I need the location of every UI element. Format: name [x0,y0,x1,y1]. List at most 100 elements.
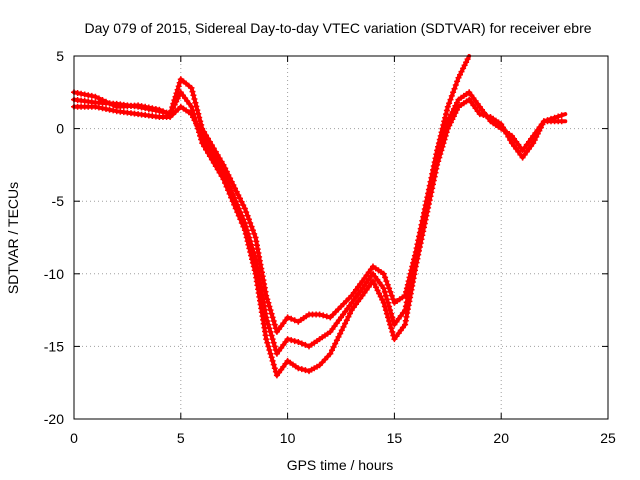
data-point [428,189,435,196]
y-tick-label: -5 [52,193,65,209]
data-point [323,313,330,320]
data-point [206,153,213,160]
data-point [295,339,302,345]
data-point [424,208,431,215]
data-point [417,240,424,247]
data-point [237,216,244,223]
data-point [192,118,199,125]
data-point [171,101,178,108]
data-point [503,130,510,137]
data-point [439,143,446,150]
data-point [447,96,454,103]
data-point [198,136,205,143]
data-point [387,288,394,295]
data-point [480,112,487,118]
data-point [370,278,376,285]
data-point [268,310,275,317]
data-point [174,86,181,93]
x-tick-label: 5 [177,430,185,446]
data-point [438,147,445,154]
data-point [548,115,554,122]
data-point [371,281,378,288]
y-tick-label: 0 [56,121,64,137]
data-point [452,82,459,88]
data-point [214,166,221,173]
data-point [205,150,211,156]
data-point [241,227,248,234]
data-point [249,256,255,263]
data-point [302,341,309,348]
data-point [389,328,396,335]
data-point [507,137,514,143]
data-point [248,252,255,259]
data-point [234,209,241,216]
data-point [435,158,442,165]
data-point [457,71,463,78]
data-point [460,65,467,72]
data-point [295,365,302,372]
data-point [160,109,166,116]
data-point [110,107,117,114]
data-point [231,201,238,208]
data-point [298,340,305,347]
data-point [446,122,453,129]
data-point [441,136,448,143]
data-point [268,354,275,361]
data-point [267,328,274,335]
data-point [327,350,334,357]
data-point [382,274,389,281]
data-point [416,247,422,254]
data-point [443,111,449,118]
data-point [425,204,432,211]
data-point [243,209,250,216]
data-point [174,95,181,102]
data-point [170,104,177,111]
data-point [266,303,273,310]
data-point [241,205,248,212]
y-tick-label: -20 [44,411,64,427]
data-point [229,198,236,205]
data-point [558,112,565,119]
data-point [558,118,565,125]
data-point [191,96,198,102]
axis-ticks: 0 5 10 15 20 25 5 0 -5 -10 -15 -20 [44,48,616,446]
data-point [450,113,457,120]
data-point [380,299,387,306]
data-point [248,223,255,230]
data-point [192,99,199,106]
data-point [444,125,451,132]
data-point [267,350,274,357]
data-point [448,92,455,99]
data-point [379,296,386,303]
data-point [264,339,271,346]
data-point [188,84,195,91]
data-point [269,357,276,364]
data-point [329,347,335,354]
data-point [302,367,309,374]
data-point [338,327,345,334]
data-point [235,192,242,199]
data-point [423,212,430,219]
data-point [386,285,393,292]
data-point [316,311,323,318]
data-point [345,313,352,320]
data-point [421,224,427,231]
data-point [374,287,381,294]
data-point [442,132,449,139]
data-point [501,127,508,134]
chart-title: Day 079 of 2015, Sidereal Day-to-day VTE… [84,20,591,36]
data-point [373,284,380,291]
data-point [197,132,203,139]
data-point [376,290,383,297]
data-point [225,187,232,194]
data-point [270,318,277,324]
data-point [320,312,327,319]
data-point [382,307,389,314]
data-point [347,310,353,317]
data-point [232,205,239,212]
data-point [342,320,349,327]
data-point [530,140,537,147]
data-point [251,230,258,237]
data-point [539,121,546,128]
